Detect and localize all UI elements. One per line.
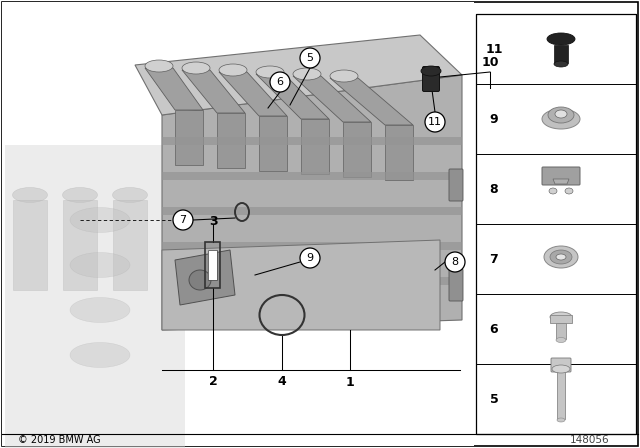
Polygon shape [162, 75, 462, 330]
Text: 148056: 148056 [570, 435, 610, 445]
Text: 4: 4 [278, 375, 286, 388]
Ellipse shape [544, 246, 578, 268]
Bar [113, 200, 147, 290]
FancyBboxPatch shape [542, 167, 580, 185]
Polygon shape [208, 250, 217, 280]
Ellipse shape [330, 70, 358, 82]
Ellipse shape [555, 110, 567, 118]
Polygon shape [182, 70, 245, 113]
Ellipse shape [189, 270, 211, 290]
Ellipse shape [421, 66, 441, 76]
Text: 5: 5 [490, 392, 499, 405]
Polygon shape [293, 76, 371, 122]
Ellipse shape [554, 61, 568, 67]
Ellipse shape [63, 188, 97, 202]
Polygon shape [330, 78, 413, 125]
Text: 8: 8 [490, 182, 499, 195]
Text: 5: 5 [307, 53, 314, 63]
Text: 8: 8 [451, 257, 459, 267]
Bar [550, 315, 572, 323]
Text: 2: 2 [209, 375, 218, 388]
Ellipse shape [70, 253, 130, 277]
Polygon shape [5, 145, 185, 448]
Circle shape [270, 72, 290, 92]
FancyBboxPatch shape [449, 169, 463, 201]
Bar [162, 242, 462, 250]
Polygon shape [385, 125, 413, 180]
Polygon shape [145, 68, 203, 110]
Text: 1: 1 [346, 375, 355, 388]
Ellipse shape [70, 297, 130, 323]
Text: 9: 9 [490, 112, 499, 125]
Ellipse shape [219, 64, 247, 76]
Text: 6: 6 [490, 323, 499, 336]
Ellipse shape [70, 343, 130, 367]
Text: 10: 10 [481, 56, 499, 69]
Circle shape [425, 112, 445, 132]
Bar [162, 207, 462, 215]
Ellipse shape [256, 66, 284, 78]
Bar [556, 323, 566, 339]
Polygon shape [301, 119, 329, 174]
Polygon shape [259, 116, 287, 171]
Ellipse shape [145, 60, 173, 72]
Ellipse shape [565, 188, 573, 194]
Ellipse shape [547, 33, 575, 45]
Polygon shape [162, 240, 440, 330]
Ellipse shape [182, 62, 210, 74]
Ellipse shape [556, 254, 566, 260]
Ellipse shape [548, 107, 574, 123]
Ellipse shape [113, 188, 147, 202]
Bar [63, 200, 97, 290]
Ellipse shape [70, 207, 130, 233]
Ellipse shape [293, 68, 321, 80]
Ellipse shape [542, 109, 580, 129]
Text: 11: 11 [428, 117, 442, 127]
Ellipse shape [556, 337, 566, 343]
Bar [162, 277, 462, 285]
Polygon shape [256, 74, 329, 119]
Polygon shape [553, 179, 569, 184]
Text: © 2019 BMW AG: © 2019 BMW AG [18, 435, 100, 445]
Circle shape [173, 210, 193, 230]
Polygon shape [175, 110, 203, 165]
Text: 11: 11 [485, 43, 503, 56]
Bar [2, 2, 474, 446]
FancyBboxPatch shape [449, 269, 463, 301]
Text: 6: 6 [276, 77, 284, 87]
FancyBboxPatch shape [422, 66, 440, 91]
Text: 9: 9 [307, 253, 314, 263]
FancyBboxPatch shape [551, 358, 571, 372]
Bar [162, 172, 462, 180]
Bar [13, 200, 47, 290]
Ellipse shape [550, 312, 572, 322]
Polygon shape [219, 72, 287, 116]
Ellipse shape [550, 250, 572, 264]
Ellipse shape [552, 365, 570, 373]
Ellipse shape [13, 188, 47, 202]
Ellipse shape [549, 188, 557, 194]
Circle shape [445, 252, 465, 272]
Circle shape [300, 248, 320, 268]
Polygon shape [135, 35, 462, 115]
Circle shape [300, 48, 320, 68]
Polygon shape [175, 250, 235, 305]
Polygon shape [217, 113, 245, 168]
Text: 7: 7 [179, 215, 187, 225]
Polygon shape [343, 122, 371, 177]
Bar [476, 14, 636, 434]
Text: 3: 3 [209, 215, 218, 228]
Ellipse shape [557, 418, 565, 422]
Text: 7: 7 [490, 253, 499, 266]
Bar [554, 45, 568, 63]
Bar [162, 137, 462, 145]
Bar [557, 369, 565, 419]
